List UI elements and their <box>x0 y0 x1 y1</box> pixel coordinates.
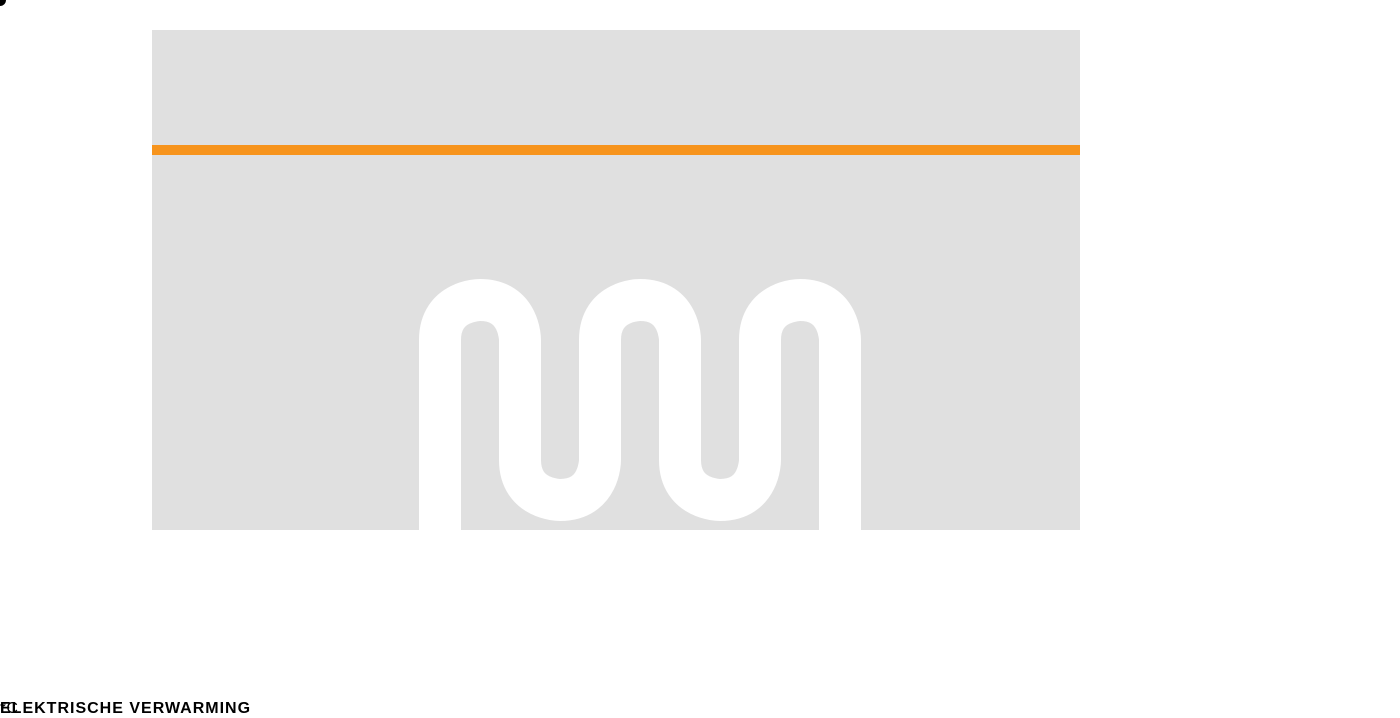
caption-text: ELEKTRISCHE VERWARMING <box>0 700 251 718</box>
diagram-svg: B <box>0 0 1400 700</box>
dial-icon <box>0 0 6 6</box>
